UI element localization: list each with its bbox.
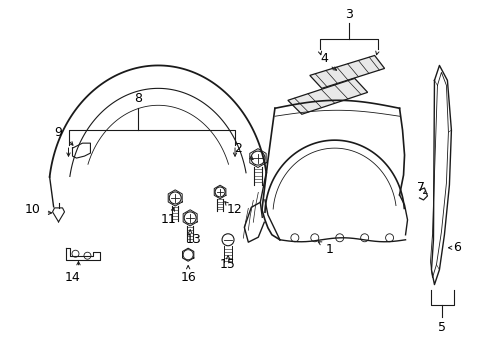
Polygon shape	[288, 78, 368, 114]
Text: 9: 9	[54, 126, 62, 139]
Text: 10: 10	[24, 203, 41, 216]
Text: 15: 15	[220, 258, 236, 271]
Text: 12: 12	[227, 203, 243, 216]
Text: 4: 4	[321, 52, 329, 65]
Text: 16: 16	[180, 271, 196, 284]
Polygon shape	[310, 55, 385, 88]
Text: 7: 7	[417, 181, 425, 194]
Text: 2: 2	[234, 141, 242, 155]
Text: 8: 8	[134, 92, 142, 105]
Text: 1: 1	[326, 243, 334, 256]
Text: 13: 13	[185, 233, 201, 246]
Text: 11: 11	[160, 213, 176, 226]
Text: 3: 3	[345, 8, 353, 21]
Text: 6: 6	[453, 241, 461, 254]
Text: 5: 5	[439, 321, 446, 334]
Text: 14: 14	[65, 271, 80, 284]
